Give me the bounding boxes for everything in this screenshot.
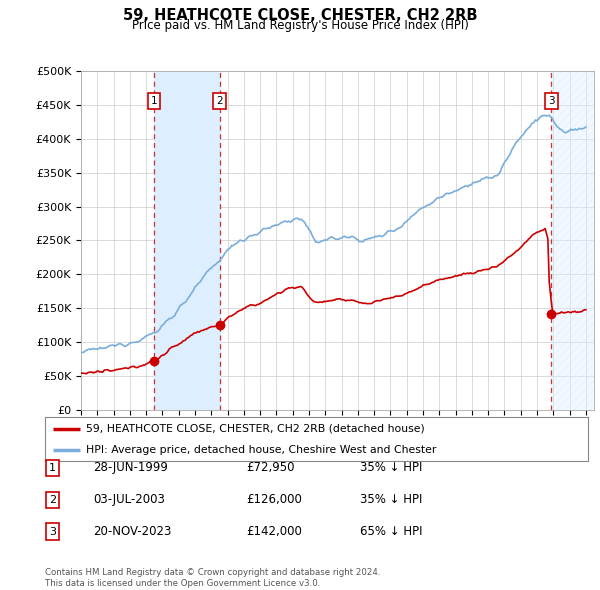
Text: 35% ↓ HPI: 35% ↓ HPI — [360, 461, 422, 474]
Text: 3: 3 — [548, 96, 555, 106]
Text: Price paid vs. HM Land Registry's House Price Index (HPI): Price paid vs. HM Land Registry's House … — [131, 19, 469, 32]
Bar — [154, 71, 220, 410]
Text: 2: 2 — [216, 96, 223, 106]
Text: Contains HM Land Registry data © Crown copyright and database right 2024.: Contains HM Land Registry data © Crown c… — [45, 568, 380, 577]
Text: £126,000: £126,000 — [246, 493, 302, 506]
Text: This data is licensed under the Open Government Licence v3.0.: This data is licensed under the Open Gov… — [45, 579, 320, 588]
Text: 28-JUN-1999: 28-JUN-1999 — [93, 461, 168, 474]
Text: 1: 1 — [49, 463, 56, 473]
Text: 1: 1 — [151, 96, 157, 106]
Text: 65% ↓ HPI: 65% ↓ HPI — [360, 525, 422, 538]
Text: 35% ↓ HPI: 35% ↓ HPI — [360, 493, 422, 506]
Text: 59, HEATHCOTE CLOSE, CHESTER, CH2 2RB: 59, HEATHCOTE CLOSE, CHESTER, CH2 2RB — [123, 8, 477, 22]
Text: £142,000: £142,000 — [246, 525, 302, 538]
Text: 2: 2 — [49, 495, 56, 504]
Text: £72,950: £72,950 — [246, 461, 295, 474]
Text: 20-NOV-2023: 20-NOV-2023 — [93, 525, 172, 538]
Bar — [551, 71, 594, 410]
Text: 3: 3 — [49, 527, 56, 536]
Text: 59, HEATHCOTE CLOSE, CHESTER, CH2 2RB (detached house): 59, HEATHCOTE CLOSE, CHESTER, CH2 2RB (d… — [86, 424, 424, 434]
Text: 03-JUL-2003: 03-JUL-2003 — [93, 493, 165, 506]
Text: HPI: Average price, detached house, Cheshire West and Chester: HPI: Average price, detached house, Ches… — [86, 445, 436, 455]
